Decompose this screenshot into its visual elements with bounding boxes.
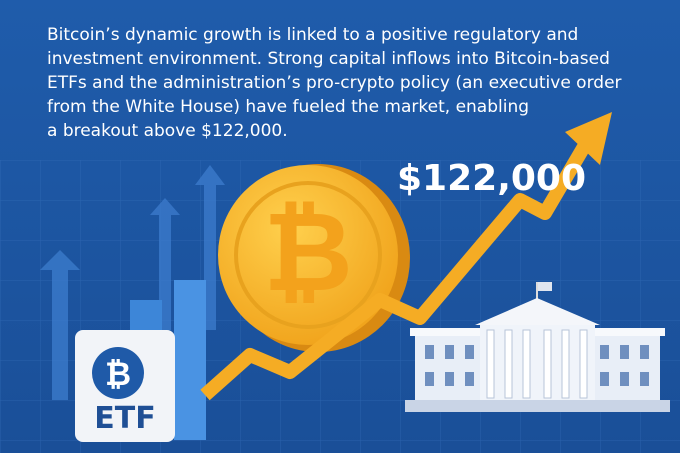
background-arrows [40,165,225,400]
price-label: $122,000 [397,158,586,199]
etf-coin-symbol: ₿ [105,355,131,393]
etf-card: ₿ ETF [75,330,175,442]
text-line: Bitcoin’s dynamic growth is linked to a … [47,25,578,45]
arrow-head [565,112,612,165]
text-line: from the White House) have fueled the ma… [47,97,529,117]
text-line: ETFs and the administration’s pro-crypto… [47,73,622,93]
text-line: investment environment. Strong capital i… [47,49,610,69]
coin-symbol: ₿ [263,188,353,316]
text-line: a breakout above $122,000. [47,121,288,141]
white-house [405,282,670,412]
etf-label: ETF [94,401,155,436]
growth-arrow [200,141,592,401]
